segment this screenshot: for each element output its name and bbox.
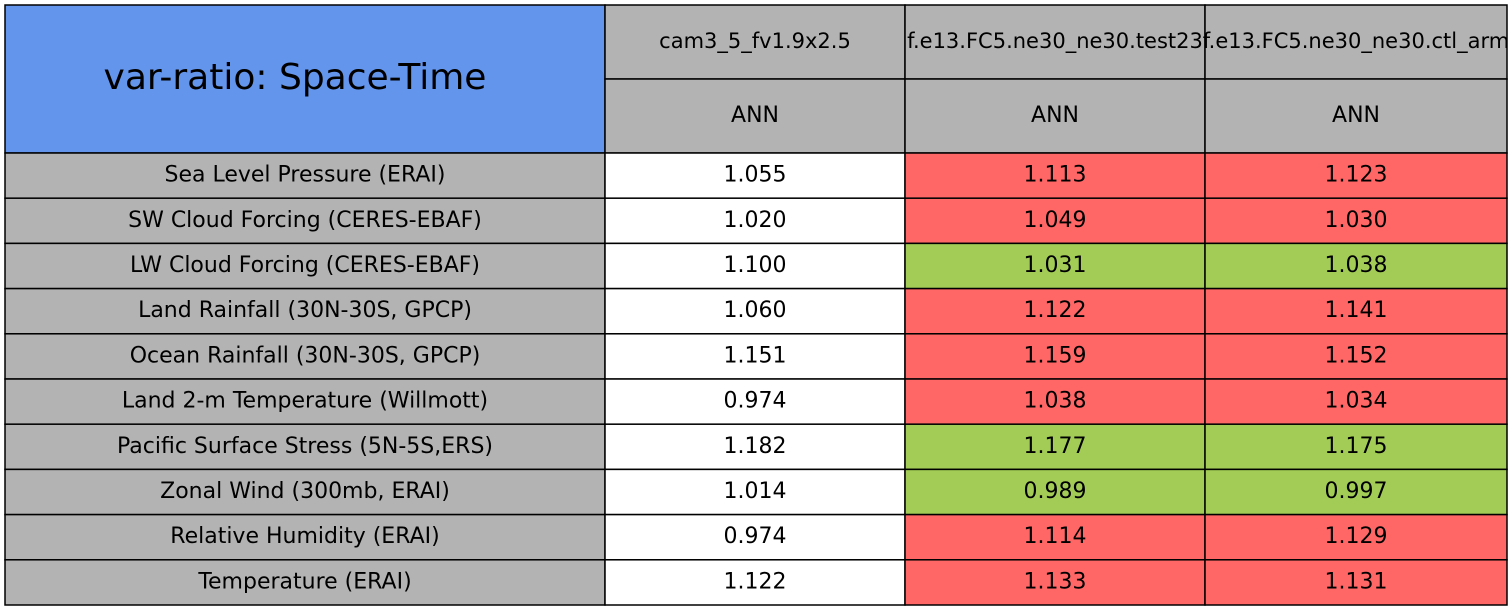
cell-value: 1.151 xyxy=(724,343,787,368)
row-label: Sea Level Pressure (ERAI) xyxy=(165,163,446,188)
row-label-cell xyxy=(4,242,606,290)
value-cell xyxy=(904,197,1206,245)
value-cell xyxy=(604,242,906,290)
column-header-cell xyxy=(1204,4,1508,80)
cell-value: 1.159 xyxy=(1024,343,1087,368)
row-label: Zonal Wind (300mb, ERAI) xyxy=(160,479,450,504)
value-cell xyxy=(904,513,1206,561)
row-label-cell xyxy=(4,152,606,199)
cell-value: 0.974 xyxy=(724,389,787,414)
value-cell xyxy=(1204,468,1508,516)
cell-value: 1.175 xyxy=(1325,434,1388,459)
value-cell xyxy=(1204,333,1508,380)
cell-value: 1.152 xyxy=(1325,343,1388,368)
row-label: Relative Humidity (ERAI) xyxy=(170,524,439,549)
value-cell xyxy=(604,287,906,335)
column-header-cell xyxy=(904,4,1206,80)
cell-value: 1.141 xyxy=(1325,298,1388,323)
cell-value: 1.122 xyxy=(1024,298,1087,323)
cell-value: 1.133 xyxy=(1024,569,1087,594)
cell-value: 1.031 xyxy=(1024,253,1087,278)
value-cell xyxy=(604,333,906,380)
row-label: LW Cloud Forcing (CERES-EBAF) xyxy=(130,253,480,278)
title-cell xyxy=(4,4,606,154)
season-header: ANN xyxy=(731,103,779,128)
value-cell xyxy=(904,152,1206,199)
cell-value: 1.122 xyxy=(724,569,787,594)
row-label-cell xyxy=(4,378,606,425)
value-cell xyxy=(604,559,906,606)
cell-value: 1.131 xyxy=(1325,569,1388,594)
value-cell xyxy=(904,287,1206,335)
cell-value: 1.038 xyxy=(1325,253,1388,278)
cell-value: 1.114 xyxy=(1024,524,1087,549)
cell-value: 1.177 xyxy=(1024,434,1087,459)
cell-value: 1.020 xyxy=(724,208,787,233)
row-label-cell xyxy=(4,287,606,335)
cell-value: 1.123 xyxy=(1325,163,1388,188)
value-cell xyxy=(1204,513,1508,561)
season-header-cell xyxy=(604,78,906,154)
value-cell xyxy=(1204,559,1508,606)
value-cell xyxy=(1204,242,1508,290)
column-header: cam3_5_fv1.9x2.5 xyxy=(659,29,851,54)
row-label-cell xyxy=(4,468,606,516)
row-label: Land Rainfall (30N-30S, GPCP) xyxy=(138,298,472,323)
season-header: ANN xyxy=(1332,103,1380,128)
cell-value: 1.030 xyxy=(1325,208,1388,233)
cell-value: 1.055 xyxy=(724,163,787,188)
row-label: Temperature (ERAI) xyxy=(197,569,411,594)
column-header-cell xyxy=(604,4,906,80)
cell-value: 1.129 xyxy=(1325,524,1388,549)
season-header-cell xyxy=(904,78,1206,154)
cell-value: 1.049 xyxy=(1024,208,1087,233)
column-header: f.e13.FC5.ne30_ne30.ctl_arm xyxy=(1203,29,1509,54)
cell-value: 1.014 xyxy=(724,479,787,504)
value-cell xyxy=(604,378,906,425)
cell-value: 0.997 xyxy=(1325,479,1388,504)
value-cell xyxy=(1204,152,1508,199)
cell-value: 1.182 xyxy=(724,434,787,459)
cell-value: 0.989 xyxy=(1024,479,1087,504)
value-cell xyxy=(1204,287,1508,335)
season-header: ANN xyxy=(1031,103,1079,128)
row-label: Ocean Rainfall (30N-30S, GPCP) xyxy=(130,343,481,368)
value-cell xyxy=(904,559,1206,606)
cell-value: 1.113 xyxy=(1024,163,1087,188)
value-cell xyxy=(1204,378,1508,425)
cell-value: 0.974 xyxy=(724,524,787,549)
table-title: var-ratio: Space-Time xyxy=(104,57,487,98)
value-cell xyxy=(904,242,1206,290)
row-label: Land 2-m Temperature (Willmott) xyxy=(122,389,488,414)
cell-value: 1.038 xyxy=(1024,389,1087,414)
row-label-cell xyxy=(4,513,606,561)
row-label: Pacific Surface Stress (5N-5S,ERS) xyxy=(117,434,493,459)
value-cell xyxy=(604,468,906,516)
column-header: f.e13.FC5.ne30_ne30.test23 xyxy=(907,29,1203,54)
row-label-cell xyxy=(4,197,606,245)
row-label: SW Cloud Forcing (CERES-EBAF) xyxy=(128,208,482,233)
cell-value: 1.034 xyxy=(1325,389,1388,414)
cell-value: 1.060 xyxy=(724,298,787,323)
cell-value: 1.100 xyxy=(724,253,787,278)
